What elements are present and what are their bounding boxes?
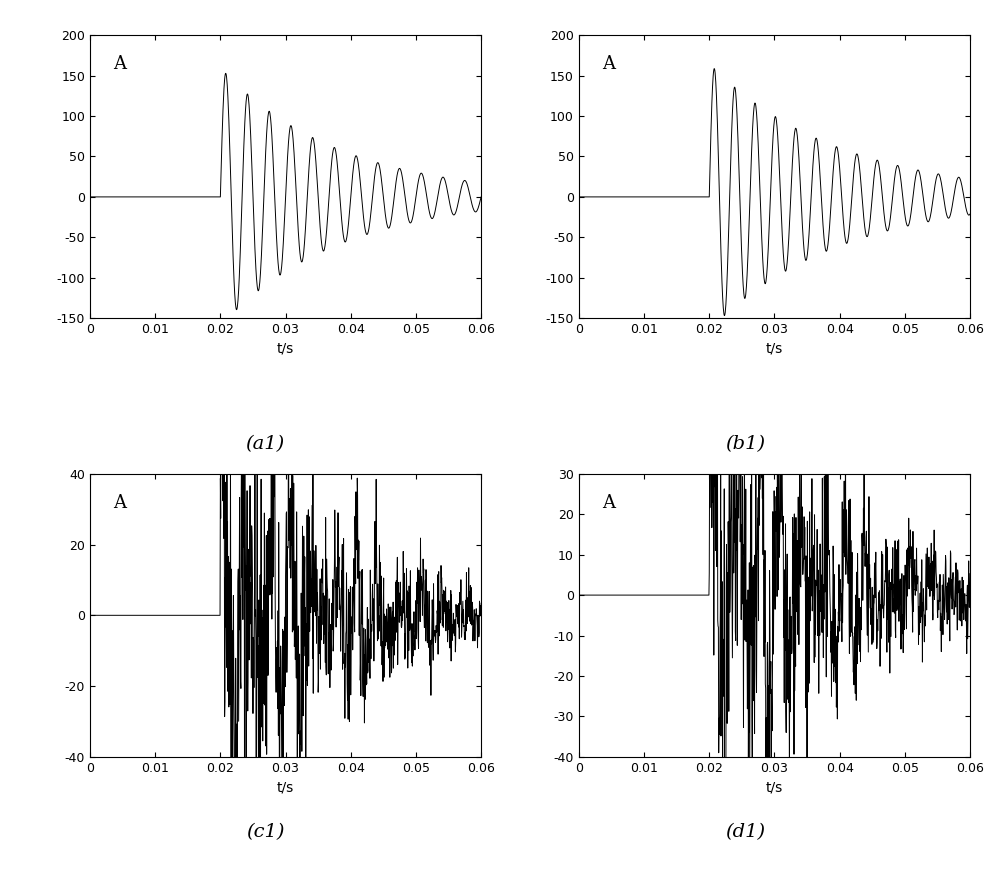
Text: (c1): (c1) <box>246 823 284 840</box>
Text: A: A <box>602 55 615 73</box>
Text: (d1): (d1) <box>725 823 765 840</box>
X-axis label: t/s: t/s <box>766 781 783 795</box>
Text: A: A <box>113 55 126 73</box>
Text: (b1): (b1) <box>725 436 765 453</box>
X-axis label: t/s: t/s <box>277 781 294 795</box>
Text: A: A <box>602 494 615 511</box>
Text: (a1): (a1) <box>245 436 285 453</box>
X-axis label: t/s: t/s <box>277 341 294 356</box>
X-axis label: t/s: t/s <box>766 341 783 356</box>
Text: A: A <box>113 494 126 511</box>
